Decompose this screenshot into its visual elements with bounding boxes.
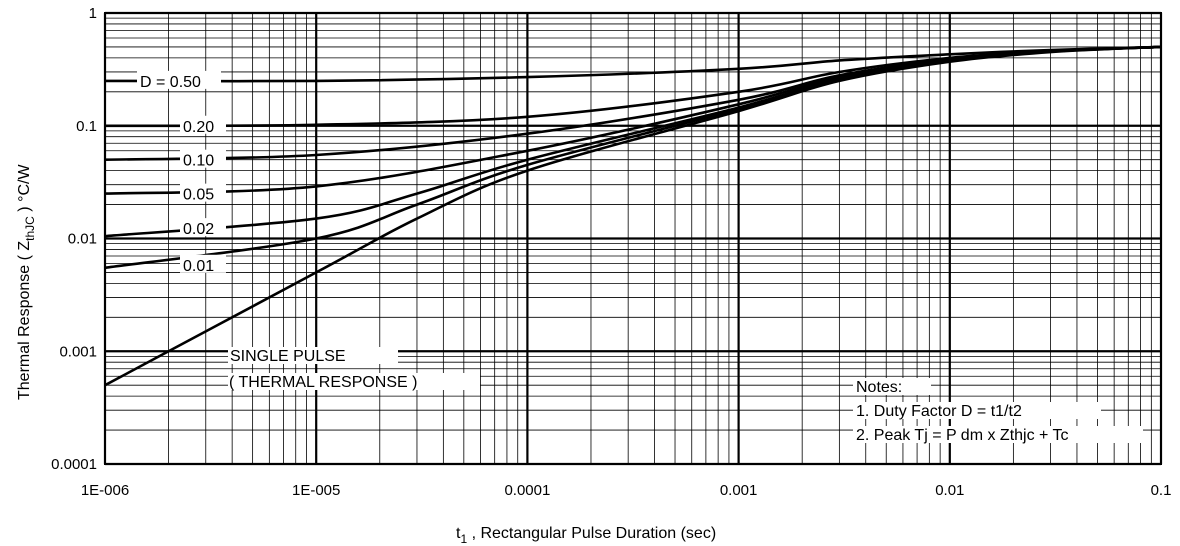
series-line xyxy=(104,45,1162,83)
y-tick-label: 0.0001 xyxy=(51,456,97,473)
curve-label-bg xyxy=(180,149,226,168)
y-axis-title-main: Thermal Response ( Z xyxy=(16,241,33,400)
curve-label: 0.05 xyxy=(183,187,214,204)
single-pulse-label: SINGLE PULSE xyxy=(230,348,346,365)
notes-box: Notes: 1. Duty Factor D = t1/t2 2. Peak … xyxy=(853,378,1143,444)
y-tick-label: 0.1 xyxy=(76,118,97,135)
curve-label: 0.10 xyxy=(183,153,214,170)
x-axis-title-rest: , Rectangular Pulse Duration (sec) xyxy=(467,525,716,542)
curve-label: 0.20 xyxy=(183,119,214,136)
y-axis-title-sub: thJC xyxy=(23,216,37,241)
x-tick-label: 1E-005 xyxy=(292,482,340,499)
thermal-response-label: ( THERMAL RESPONSE ) xyxy=(229,374,417,391)
series-line xyxy=(104,45,1162,195)
y-tick-label: 1 xyxy=(89,5,97,22)
x-tick-label: 0.1 xyxy=(1151,482,1172,499)
curve-label-bg xyxy=(180,218,226,237)
curve-label-bg xyxy=(180,254,226,273)
plot-frame xyxy=(104,12,1162,465)
curve-label: 0.01 xyxy=(183,258,214,275)
y-axis-title: Thermal Response ( ZthJC ) °C/W xyxy=(16,164,37,400)
x-axis-title-sub: 1 xyxy=(460,532,467,546)
y-tick-label: 0.01 xyxy=(68,231,97,248)
x-tick-label: 0.01 xyxy=(935,482,964,499)
y-tick-labels: 0.0001 0.001 0.01 0.1 1 xyxy=(51,5,97,473)
curve-labels: D = 0.50 0.20 0.10 0.05 0.02 0.01 xyxy=(137,70,226,275)
x-tick-label: 0.0001 xyxy=(504,482,550,499)
curve-label-bg xyxy=(180,115,226,134)
x-axis-title: t1 , Rectangular Pulse Duration (sec) xyxy=(456,525,716,546)
x-tick-label: 1E-006 xyxy=(81,482,129,499)
x-tick-labels: 1E-006 1E-005 0.0001 0.001 0.01 0.1 xyxy=(81,482,1172,499)
note-2: 2. Peak Tj = P dm x Zthjc + Tc xyxy=(856,427,1069,444)
series-line xyxy=(104,45,1162,387)
curve-label: D = 0.50 xyxy=(140,74,201,91)
series-line xyxy=(104,45,1162,128)
curve-label-bg xyxy=(137,70,221,89)
series-layer xyxy=(104,45,1162,387)
notes-title: Notes: xyxy=(856,379,902,396)
series-line xyxy=(104,45,1162,238)
y-tick-label: 0.001 xyxy=(59,343,97,360)
x-axis-title-main: t xyxy=(456,525,461,542)
single-pulse-annotation: SINGLE PULSE ( THERMAL RESPONSE ) xyxy=(228,347,480,391)
y-axis-title-rest: ) °C/W xyxy=(16,164,33,217)
x-tick-label: 0.001 xyxy=(720,482,758,499)
curve-label: 0.02 xyxy=(183,221,214,238)
series-line xyxy=(104,45,1162,161)
note-1: 1. Duty Factor D = t1/t2 xyxy=(856,403,1022,420)
curve-label-bg xyxy=(180,183,226,202)
